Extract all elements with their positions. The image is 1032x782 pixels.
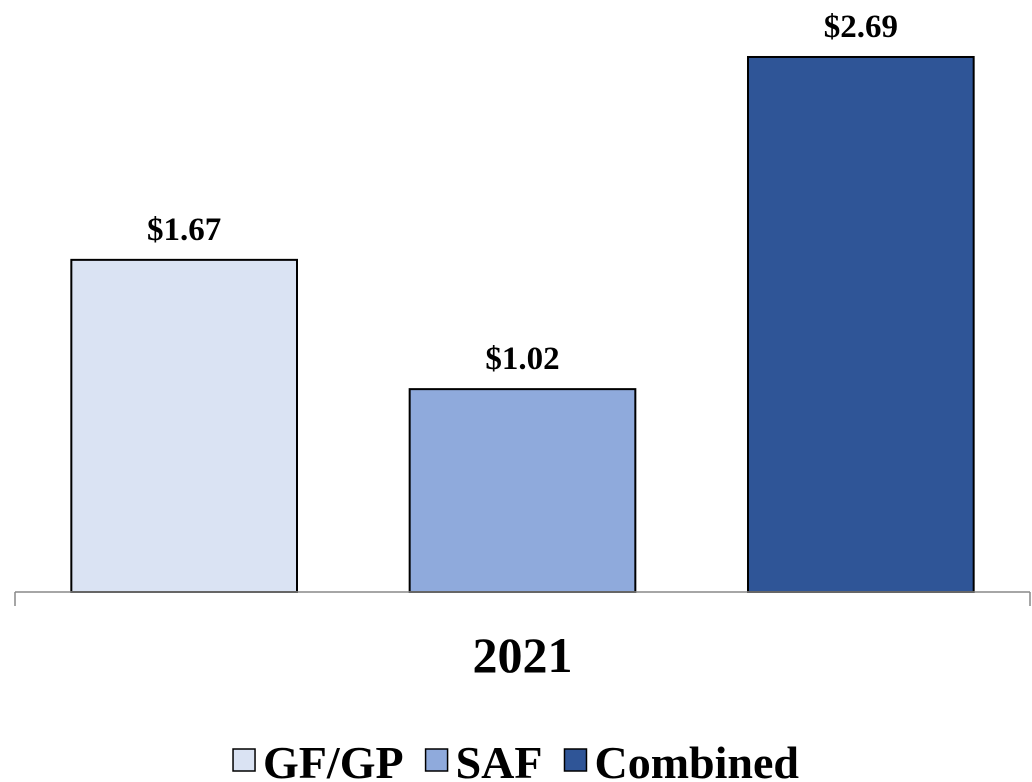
bar [70, 258, 299, 593]
x-tick-label: 2021 [473, 627, 573, 683]
legend-label: Combined [594, 737, 799, 782]
legend-label: GF/GP [263, 737, 404, 782]
legend-swatch [424, 748, 449, 772]
legend-swatch [232, 748, 256, 772]
bar [408, 388, 637, 593]
legend-label: SAF [456, 737, 543, 782]
value-label: $2.69 [824, 9, 898, 45]
bar [746, 55, 975, 593]
value-label: $1.02 [485, 341, 559, 377]
legend-swatch [563, 748, 588, 772]
value-label: $1.67 [147, 212, 221, 248]
